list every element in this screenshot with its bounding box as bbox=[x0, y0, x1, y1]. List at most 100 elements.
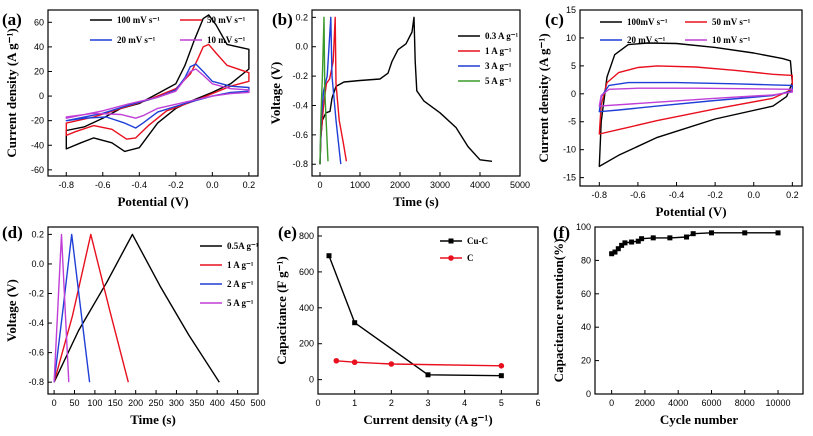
y-tick-label: -0.8 bbox=[28, 377, 44, 387]
series-line bbox=[65, 43, 250, 140]
x-tick-label: 5000 bbox=[510, 180, 530, 190]
y-tick-label: -10 bbox=[563, 145, 576, 155]
y-tick-label: 0.2 bbox=[295, 12, 308, 22]
x-tick-label: 4000 bbox=[470, 180, 490, 190]
x-tick-label: 4 bbox=[462, 398, 467, 408]
panel-label: (a) bbox=[2, 10, 22, 29]
legend-label: 20 mV s⁻¹ bbox=[627, 35, 666, 45]
x-tick-label: 8000 bbox=[735, 398, 755, 408]
panel-b: 0 1000 2000 3000 4000 5000 -0.8 -0.6 -0.4 -0.2 0.0… bbox=[268, 9, 530, 209]
data-point bbox=[498, 373, 504, 379]
data-point bbox=[667, 235, 673, 241]
x-tick-label: -0.2 bbox=[707, 190, 723, 200]
legend-marker bbox=[448, 255, 454, 261]
x-tick-label: 10000 bbox=[766, 398, 791, 408]
panel-e: 0 1 2 3 4 5 6 0 200 400 600 800 Current density (A g… bbox=[274, 223, 541, 427]
x-tick-label: 0.0 bbox=[747, 190, 760, 200]
x-tick-label: -0.4 bbox=[132, 180, 148, 190]
data-point bbox=[775, 230, 781, 236]
data-point bbox=[619, 242, 625, 248]
data-point bbox=[326, 253, 332, 259]
legend-label: 1 A g⁻¹ bbox=[227, 260, 254, 270]
y-tick-label: 400 bbox=[299, 303, 314, 313]
series-line bbox=[319, 16, 329, 165]
y-tick-label: 800 bbox=[299, 231, 314, 241]
x-tick-label: 1000 bbox=[350, 180, 370, 190]
y-tick-label: 40 bbox=[34, 42, 44, 52]
data-point bbox=[609, 251, 615, 257]
x-tick-label: -0.6 bbox=[630, 190, 646, 200]
y-axis-label: Voltage (V) bbox=[268, 62, 283, 125]
x-tick-label: 4000 bbox=[668, 398, 688, 408]
x-tick-label: 100 bbox=[87, 398, 102, 408]
y-tick-label: -0.6 bbox=[28, 348, 44, 358]
x-tick-label: -0.2 bbox=[168, 180, 184, 190]
data-point bbox=[650, 235, 656, 241]
data-point bbox=[635, 238, 641, 244]
data-point bbox=[425, 372, 431, 378]
y-tick-label: -20 bbox=[31, 116, 44, 126]
series-line bbox=[598, 42, 793, 168]
series-line bbox=[65, 63, 250, 129]
y-tick-label: 0.0 bbox=[31, 259, 44, 269]
y-tick-label: 0 bbox=[309, 375, 314, 385]
legend-label: 50 mV s⁻¹ bbox=[207, 15, 246, 25]
data-point bbox=[333, 357, 340, 364]
y-axis-label: Capacitance (F g⁻¹) bbox=[274, 256, 289, 364]
x-tick-label: 200 bbox=[128, 398, 143, 408]
panel-a: -0.8 -0.6 -0.4 -0.2 0.0 0.2 -60 -40 -20 0 20 40 60 Po… bbox=[2, 9, 259, 209]
data-point bbox=[351, 359, 358, 366]
y-tick-label: -0.8 bbox=[292, 159, 308, 169]
x-tick-label: 150 bbox=[108, 398, 123, 408]
y-tick-label: 0.0 bbox=[295, 42, 308, 52]
series-line bbox=[336, 360, 502, 367]
x-tick-label: 300 bbox=[169, 398, 184, 408]
data-point bbox=[615, 246, 621, 252]
y-tick-label: 0 bbox=[571, 89, 576, 99]
panel-label: (b) bbox=[272, 10, 293, 29]
y-tick-label: -0.4 bbox=[28, 318, 44, 328]
legend-label: C bbox=[467, 253, 474, 263]
x-axis-label: Time (s) bbox=[130, 412, 176, 427]
data-point bbox=[690, 231, 696, 237]
series-line bbox=[319, 16, 348, 165]
x-tick-label: 2 bbox=[389, 398, 394, 408]
y-axis-label: Current density (A g⁻¹) bbox=[536, 33, 551, 162]
legend-label: 0.5A g⁻¹ bbox=[227, 241, 259, 251]
x-tick-label: 450 bbox=[230, 398, 245, 408]
x-tick-label: -0.8 bbox=[592, 190, 608, 200]
y-tick-label: 0.2 bbox=[31, 229, 44, 239]
panel-label: (f) bbox=[553, 223, 570, 242]
data-point bbox=[708, 230, 714, 236]
data-point bbox=[498, 363, 505, 369]
x-tick-label: 0.2 bbox=[243, 180, 256, 190]
data-point bbox=[612, 249, 618, 255]
x-tick-label: 0 bbox=[52, 398, 57, 408]
legend-label: 5 A g⁻¹ bbox=[485, 76, 512, 86]
y-axis-label: Capacitance retention(%) bbox=[551, 239, 566, 383]
y-tick-label: 40 bbox=[581, 322, 591, 332]
data-point bbox=[629, 239, 635, 245]
x-tick-label: 3000 bbox=[430, 180, 450, 190]
legend-label: 1 A g⁻¹ bbox=[485, 46, 512, 56]
x-tick-label: 1 bbox=[352, 398, 357, 408]
x-tick-label: 50 bbox=[69, 398, 79, 408]
legend-label: 100 mV s⁻¹ bbox=[117, 15, 160, 25]
legend-label: Cu-C bbox=[467, 236, 488, 246]
plot-frame bbox=[47, 9, 259, 177]
x-tick-label: 2000 bbox=[390, 180, 410, 190]
y-axis-label: Current density (A g⁻¹) bbox=[4, 28, 19, 157]
data-point bbox=[352, 320, 358, 326]
x-tick-label: -0.8 bbox=[59, 180, 75, 190]
series-line bbox=[319, 16, 493, 165]
series-line bbox=[53, 233, 220, 383]
y-tick-label: 600 bbox=[299, 267, 314, 277]
y-tick-label: 10 bbox=[566, 33, 576, 43]
x-tick-label: 0 bbox=[609, 398, 614, 408]
legend-label: 50 mV s⁻¹ bbox=[712, 17, 751, 27]
y-tick-label: 60 bbox=[581, 289, 591, 299]
panel-d: 0 50 100 150 200 250 300 350 400 450 500 -0.8 -0.6 -0… bbox=[2, 223, 266, 427]
plot-frame bbox=[311, 9, 521, 177]
x-tick-label: 0 bbox=[315, 398, 320, 408]
x-axis-label: Potential (V) bbox=[117, 194, 188, 209]
